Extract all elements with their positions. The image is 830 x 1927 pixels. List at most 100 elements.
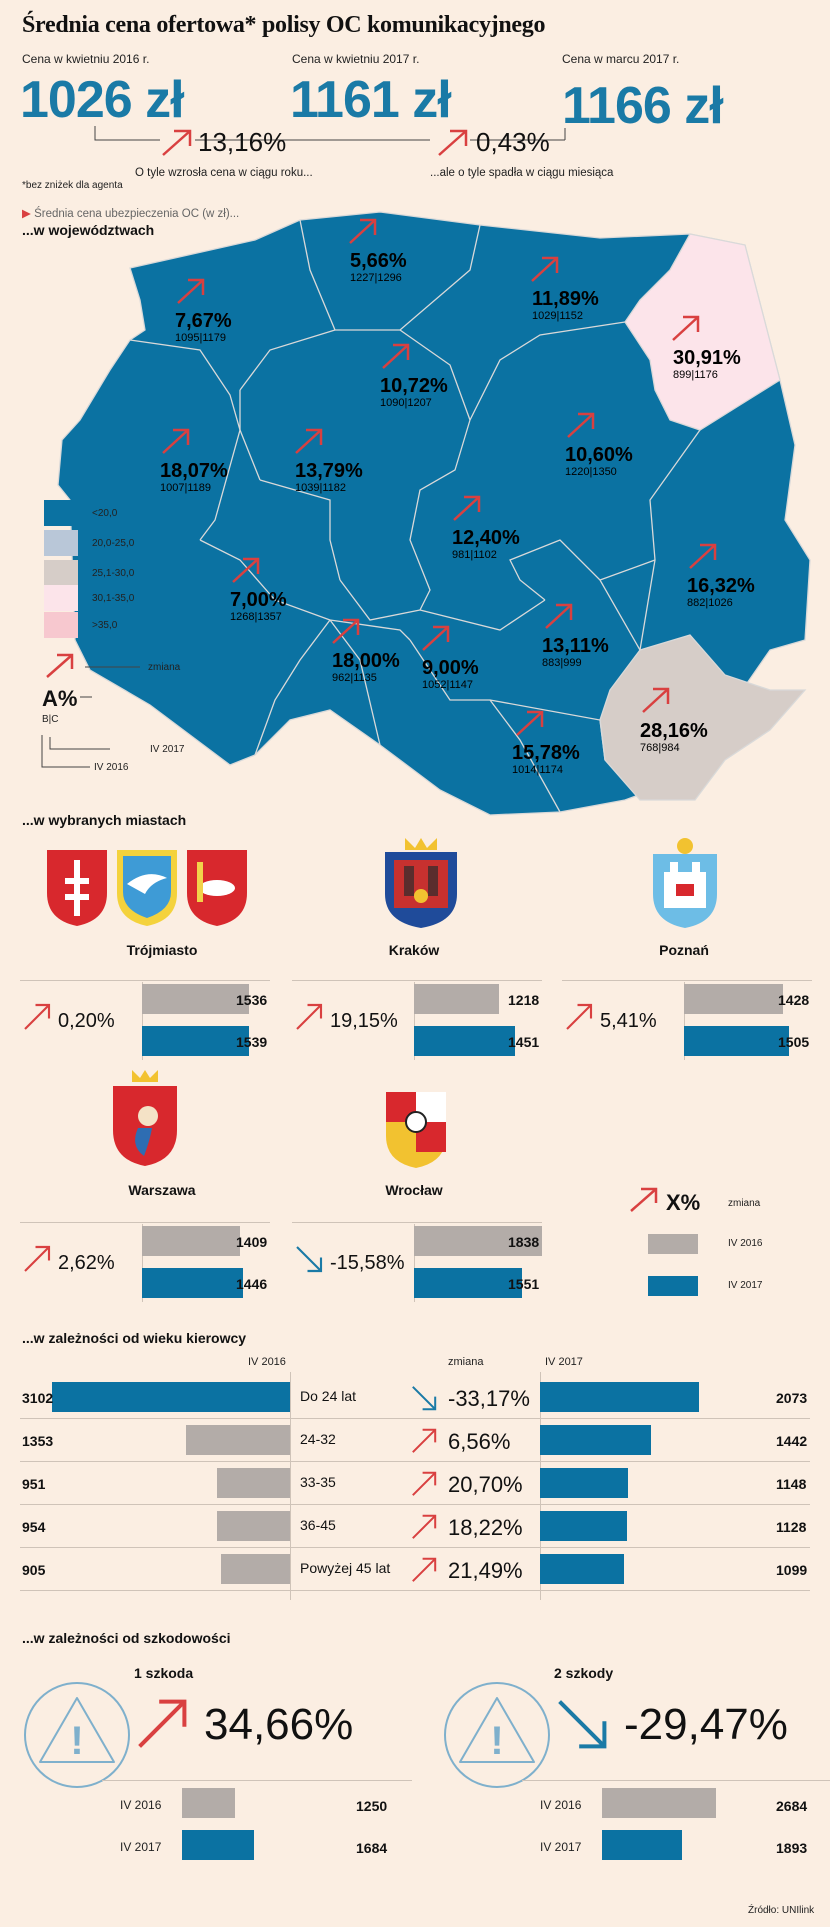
arrow-up-icon [46, 653, 74, 678]
city-bar-2017 [414, 1268, 522, 1298]
price-march: 1166 zł [562, 77, 724, 135]
city-bar-2016 [414, 984, 499, 1014]
region-bc: 1039|1182 [295, 482, 346, 494]
city-rule [20, 980, 270, 981]
city-axis [684, 982, 685, 1060]
age-col-2017: IV 2017 [545, 1356, 583, 1368]
region-bc: 1090|1207 [380, 397, 432, 409]
city-rule [292, 980, 542, 981]
legend-key-iv2017: IV 2017 [150, 744, 185, 755]
region-arrow-icon [689, 543, 717, 569]
age-bar-2016 [220, 1554, 290, 1584]
age-col-change: zmiana [448, 1356, 484, 1368]
city-rule [562, 980, 812, 981]
region-pct: 13,11% [542, 635, 609, 657]
arrow-up-icon [138, 1699, 187, 1748]
region-bc: 1014|1174 [512, 764, 563, 776]
age-bar-2016 [216, 1511, 290, 1541]
arrow-up-icon [412, 1428, 437, 1453]
region-pct: 18,00% [332, 650, 400, 672]
region-bc: 1052|1147 [422, 679, 473, 691]
claims-rule [522, 1780, 830, 1781]
age-row-rule [20, 1418, 810, 1419]
region-arrow-icon [453, 495, 481, 521]
trojmiasto-coats-of-arms [47, 850, 247, 926]
claims-bar-2017 [182, 1830, 254, 1860]
avg-note: ▶ Średnia cena ubezpieczenia OC (w zł)..… [22, 208, 240, 220]
region-arrow-icon [516, 710, 544, 736]
poznan-coat-icon [653, 838, 717, 928]
age-category: 24-32 [300, 1431, 336, 1447]
city-bar-2017 [142, 1026, 250, 1056]
region-bc: 1029|1152 [532, 310, 583, 322]
region-pct: 5,66% [350, 250, 407, 272]
age-bar-2016 [52, 1382, 290, 1412]
region-bc: 1007|1189 [160, 482, 211, 494]
claims-bar-2017 [602, 1830, 683, 1860]
region-pct: 9,00% [422, 657, 479, 679]
city-name-warszawa: Warszawa [128, 1182, 196, 1198]
svg-text:!: ! [70, 1719, 83, 1763]
region-pct: 7,67% [175, 310, 232, 332]
claims-value-2017: 1893 [776, 1840, 808, 1856]
claims-change: 34,66% [204, 1700, 354, 1749]
arrow-up-icon [24, 1245, 51, 1272]
region-bc: 1095|1179 [175, 332, 226, 344]
region-pct: 30,91% [673, 347, 741, 369]
price-2016: 1026 zł [20, 71, 185, 129]
age-change: 18,22% [448, 1515, 523, 1540]
region-pct: 28,16% [640, 720, 708, 742]
legend-label: 30,1-35,0 [92, 593, 135, 604]
claims-value-2016: 2684 [776, 1798, 808, 1814]
legend-swatch [44, 612, 78, 638]
city-axis [142, 1224, 143, 1302]
age-value-2016: 905 [22, 1562, 46, 1578]
wroclaw-coat-icon [386, 1092, 446, 1168]
age-value-2016: 1353 [22, 1433, 54, 1449]
region-pct: 18,07% [160, 460, 228, 482]
legend-swatch [44, 500, 78, 526]
region-pct: 10,72% [380, 375, 448, 397]
arrow-up-icon [412, 1471, 437, 1496]
claims-value-2016: 1250 [356, 1798, 388, 1814]
map-region-podlaskie [624, 233, 781, 431]
region-arrows [162, 218, 717, 736]
age-value-2016: 951 [22, 1476, 46, 1492]
age-change: 6,56% [448, 1429, 511, 1454]
legend-key-lines [41, 666, 140, 768]
change-year: 13,16% [198, 127, 287, 157]
arrow-up-icon [296, 1003, 323, 1030]
change-month: 0,43% [476, 127, 550, 157]
region-bc: 883|999 [542, 657, 582, 669]
region-arrow-icon [531, 256, 559, 282]
city-bar-2016 [142, 984, 249, 1014]
region-pct: 10,60% [565, 444, 633, 466]
section-claims: ...w zależności od szkodowości [22, 1630, 231, 1646]
age-category: Do 24 lat [300, 1388, 357, 1404]
age-value-2016: 954 [22, 1519, 46, 1535]
city-legend-iv2016: IV 2016 [728, 1238, 763, 1249]
poland-map: 5,66% 1227|1296 11,89% 1029|1152 30,91% … [57, 211, 811, 816]
arrow-up-icon [566, 1003, 593, 1030]
arrow-up-icon [630, 1187, 658, 1212]
claims-rule [102, 1780, 412, 1781]
city-legend-blue-swatch [648, 1276, 698, 1296]
age-category: 36-45 [300, 1517, 336, 1533]
city-name-krakow: Kraków [388, 942, 440, 958]
price-2016-label: Cena w kwietniu 2016 r. [22, 52, 150, 66]
page-title: Średnia cena ofertowa* polisy OC komunik… [22, 12, 546, 38]
region-bc: 768|984 [640, 742, 680, 754]
legend-swatch [44, 585, 78, 611]
region-bc: 981|1102 [452, 549, 497, 561]
city-axis [414, 1224, 415, 1302]
region-arrow-icon [295, 428, 323, 454]
city-value-2017: 1551 [508, 1276, 540, 1292]
age-bar-2017 [540, 1511, 627, 1541]
map-borders [129, 219, 701, 813]
region-labels: 5,66% 1227|1296 11,89% 1029|1152 30,91% … [160, 250, 755, 776]
region-arrow-icon [672, 315, 700, 341]
price-2017: 1161 zł [290, 71, 452, 129]
price-2017-label: Cena w kwietniu 2017 r. [292, 52, 420, 66]
city-value-2016: 1536 [236, 992, 268, 1008]
city-legend-pct: X% [666, 1190, 701, 1215]
